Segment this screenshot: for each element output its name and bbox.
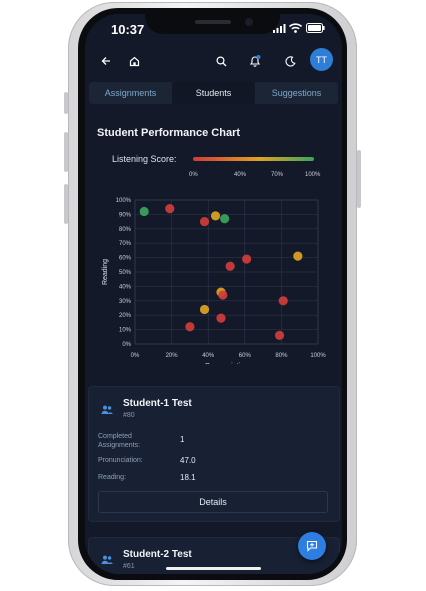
listening-score-gradient	[193, 157, 314, 161]
data-point	[220, 214, 230, 224]
student-id: #61	[123, 563, 135, 570]
y-tick-label: 0%	[122, 342, 131, 348]
y-tick-label: 60%	[119, 256, 132, 262]
chart-title: Student Performance Chart	[97, 127, 241, 139]
phone-side-button	[64, 92, 68, 114]
home-icon[interactable]	[123, 50, 145, 72]
completed-assignments-label: Completed Assignments:	[98, 433, 141, 449]
legend-tick-0: 0%	[189, 172, 198, 178]
data-point	[210, 211, 221, 221]
y-tick-label: 70%	[119, 241, 132, 247]
y-axis-label: Reading	[102, 259, 109, 285]
listening-score-label: Listening Score:	[112, 154, 177, 164]
avatar[interactable]: TT	[310, 48, 333, 71]
data-point	[293, 251, 303, 261]
dark-mode-moon-icon[interactable]	[279, 50, 301, 72]
back-arrow-icon[interactable]	[95, 50, 117, 72]
tab-students[interactable]: Students	[172, 82, 255, 104]
phone-power-button	[357, 150, 361, 208]
app-screen: 10:37 TT Assignments Students Suggestion…	[85, 14, 342, 574]
x-tick-label: 60%	[239, 353, 252, 359]
y-tick-label: 10%	[119, 328, 132, 334]
search-icon[interactable]	[210, 50, 232, 72]
status-time: 10:37	[111, 22, 145, 37]
chat-fab-button[interactable]	[298, 532, 326, 560]
data-point	[165, 204, 175, 214]
phone-speaker	[195, 20, 231, 24]
x-tick-label: 100%	[310, 353, 326, 359]
x-tick-label: 20%	[166, 353, 179, 359]
student-name[interactable]: Student-1 Test	[123, 398, 192, 409]
x-tick-label: 0%	[131, 353, 140, 359]
y-tick-label: 20%	[119, 313, 132, 319]
status-bar: 10:37	[85, 14, 342, 44]
wifi-icon	[289, 23, 302, 33]
phone-camera	[245, 18, 253, 26]
student-card: Student-1 Test #80 Completed Assignments…	[88, 386, 340, 522]
students-group-icon	[101, 555, 113, 564]
y-tick-label: 100%	[116, 198, 132, 204]
completed-assignments-value: 1	[180, 435, 185, 444]
legend-tick-100: 100%	[305, 172, 321, 178]
data-point	[185, 322, 195, 332]
legend-tick-70: 70%	[271, 172, 284, 178]
scatter-chart: 0% 10% 20% 30% 40% 50% 60% 70% 80% 90% 100% 0% 20% 40…	[102, 198, 326, 364]
home-indicator	[166, 567, 261, 570]
x-tick-label: 80%	[275, 353, 288, 359]
data-point	[274, 330, 285, 340]
data-point	[139, 206, 149, 217]
data-point	[199, 304, 210, 315]
tab-suggestions[interactable]: Suggestions	[271, 88, 322, 98]
signal-icon	[273, 24, 286, 33]
data-point	[218, 290, 228, 300]
phone-volume-down-button	[64, 184, 68, 224]
student-name[interactable]: Student-2 Test	[123, 549, 192, 560]
x-axis-label: Pronunciation	[205, 363, 248, 364]
reading-value: 18.1	[180, 473, 196, 482]
student-id: #80	[123, 412, 135, 419]
y-tick-label: 50%	[119, 270, 132, 276]
y-tick-label: 40%	[119, 284, 132, 290]
chat-icon	[306, 540, 318, 552]
data-point	[278, 296, 288, 306]
app-toolbar: TT	[85, 46, 342, 76]
data-point	[225, 261, 235, 271]
data-point	[242, 254, 252, 264]
y-tick-label: 90%	[119, 212, 132, 218]
pronunciation-value: 47.0	[180, 456, 196, 465]
y-tick-label: 30%	[119, 299, 132, 305]
notification-bell-icon[interactable]	[244, 50, 266, 72]
phone-volume-up-button	[64, 132, 68, 172]
tab-bar: Assignments Students Suggestions	[89, 82, 338, 104]
x-tick-label: 40%	[202, 353, 215, 359]
y-tick-label: 80%	[119, 227, 132, 233]
tab-assignments[interactable]: Assignments	[104, 88, 157, 98]
data-point	[216, 313, 226, 323]
reading-label: Reading:	[98, 474, 127, 481]
details-button[interactable]: Details	[98, 491, 328, 513]
pronunciation-label: Pronunciation:	[98, 457, 143, 464]
legend-tick-40: 40%	[234, 172, 247, 178]
battery-icon	[306, 23, 325, 33]
data-point	[199, 217, 210, 227]
students-group-icon	[101, 405, 113, 414]
